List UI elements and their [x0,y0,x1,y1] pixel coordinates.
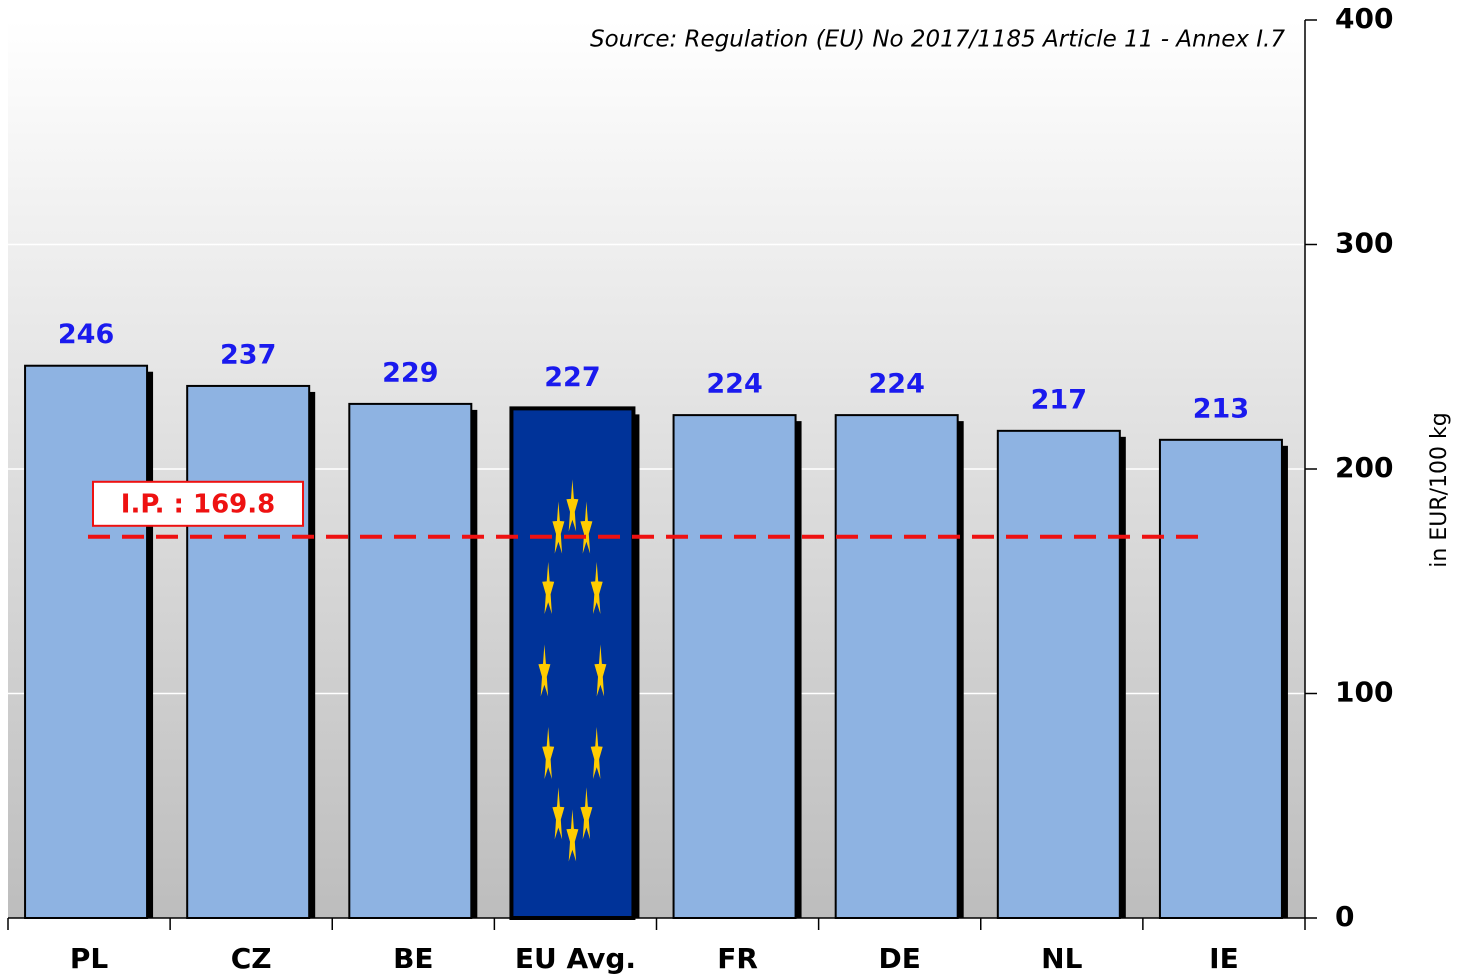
bar [1158,438,1283,919]
bar [834,414,959,919]
y-tick-label: 200 [1335,451,1393,484]
x-tick-label: NL [1041,942,1082,975]
x-tick-label: IE [1209,942,1239,975]
x-tick-label: DE [879,942,921,975]
value-label: 213 [1193,393,1249,424]
flag-star [542,561,555,614]
flag-star [566,809,579,862]
x-tick-label: FR [717,942,758,975]
reference-label: I.P. : 169.8 [121,489,275,519]
flag-star [542,726,555,779]
x-tick-label: CZ [231,942,272,975]
flag-star [580,501,593,554]
flag-star [552,501,565,554]
y-tick-label: 400 [1335,2,1393,35]
value-label: 229 [382,357,438,388]
value-label: 246 [58,319,114,350]
x-tick-label: BE [393,942,433,975]
value-label: 224 [869,369,925,400]
bar [996,429,1121,919]
reference-label-box [92,480,304,527]
flag-star [538,644,551,697]
x-tick-label: PL [70,942,109,975]
flag-star [590,561,603,614]
bar [672,414,797,919]
value-label: 237 [220,339,276,370]
value-label: 227 [544,362,600,393]
bar [348,402,473,919]
y-tick-label: 100 [1335,676,1393,709]
flag-star [552,787,565,840]
source-note: Source: Regulation (EU) No 2017/1185 Art… [590,27,1285,53]
value-label: 224 [706,369,762,400]
flag-star [580,787,593,840]
x-tick-label: EU Avg. [515,942,636,975]
bar [24,364,149,920]
y-tick-label: 0 [1335,900,1354,933]
y-tick-label: 300 [1335,227,1393,260]
y-axis-label: in EUR/100 kg [1427,412,1452,567]
flag-star [566,479,579,532]
value-label: 217 [1031,384,1087,415]
flag-star [594,644,607,697]
flag-star [590,726,603,779]
bar [186,384,311,919]
